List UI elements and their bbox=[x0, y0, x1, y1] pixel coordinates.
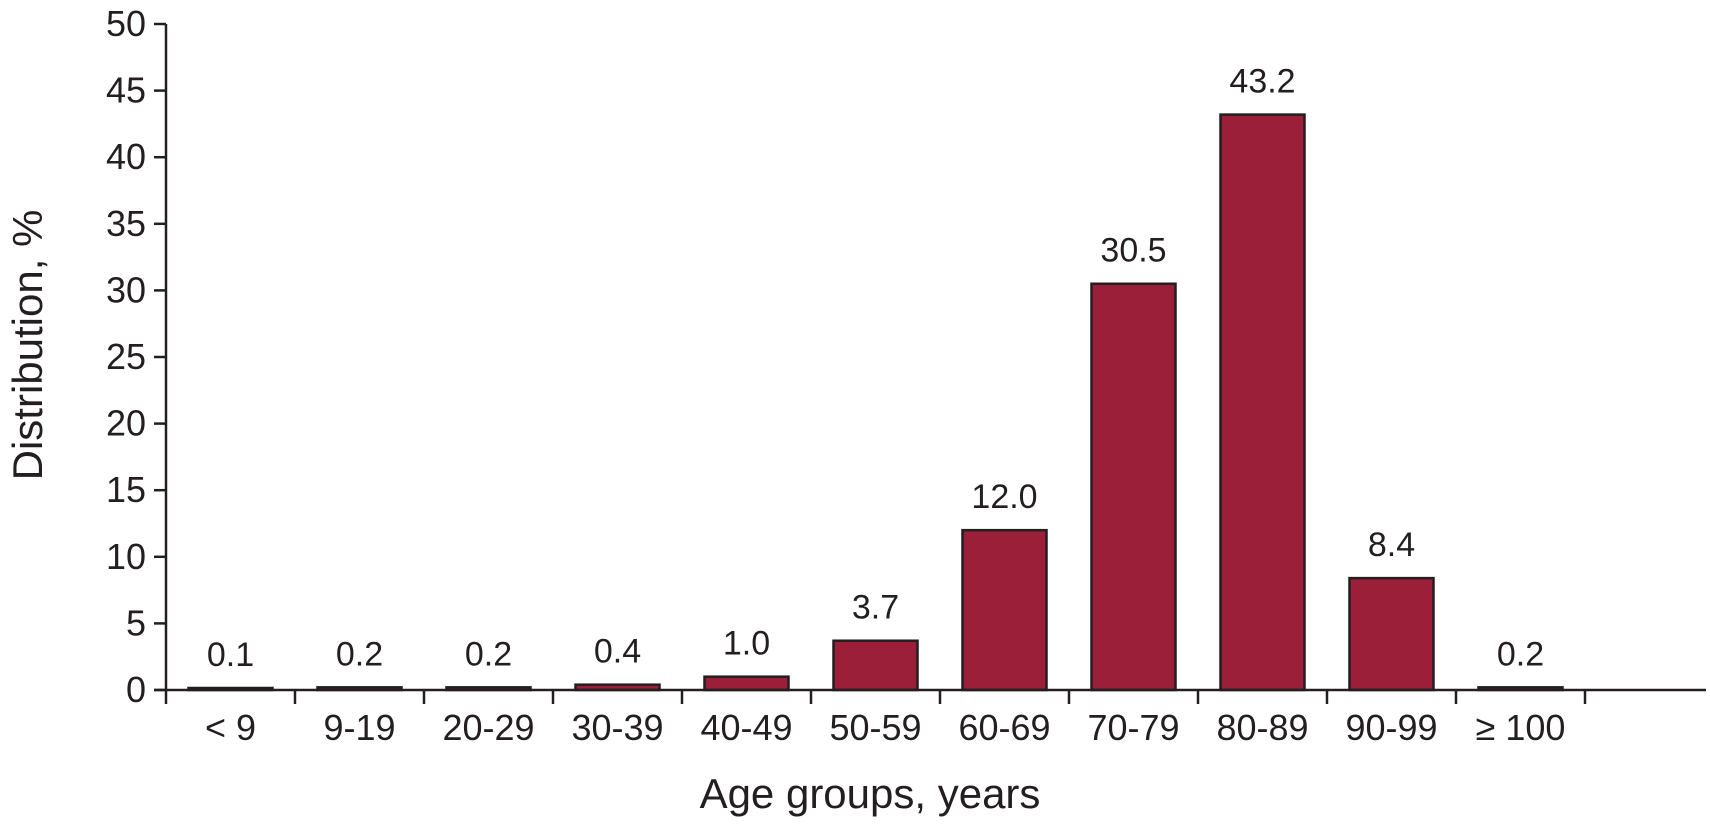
x-tick-label: 50-59 bbox=[829, 707, 921, 748]
y-tick-label: 30 bbox=[106, 269, 146, 310]
y-axis-ticks: 0 5 10 15 20 25 30 35 40 45 50 bbox=[106, 3, 166, 710]
bar-10 bbox=[1348, 576, 1435, 692]
y-axis-title: Distribution, % bbox=[4, 210, 51, 481]
data-label: 12.0 bbox=[971, 478, 1037, 516]
data-label: 0.4 bbox=[594, 633, 641, 671]
x-tick-label: 30-39 bbox=[571, 707, 663, 748]
bar-8 bbox=[1090, 282, 1177, 692]
data-label: 3.7 bbox=[852, 589, 899, 627]
bars-group bbox=[187, 113, 1564, 692]
data-label: 0.2 bbox=[1497, 635, 1544, 673]
x-tick-label: 20-29 bbox=[442, 707, 534, 748]
x-tick-label: 40-49 bbox=[700, 707, 792, 748]
bar-9 bbox=[1219, 113, 1306, 692]
data-label: 1.0 bbox=[723, 625, 770, 663]
y-tick-label: 50 bbox=[106, 3, 146, 44]
data-label: 0.2 bbox=[336, 635, 383, 673]
bar-5 bbox=[703, 675, 790, 692]
bar-6 bbox=[832, 639, 919, 692]
x-tick-label: 60-69 bbox=[958, 707, 1050, 748]
data-label: 8.4 bbox=[1368, 526, 1415, 564]
x-tick-label: 70-79 bbox=[1087, 707, 1179, 748]
y-tick-label: 10 bbox=[106, 536, 146, 577]
y-tick-label: 0 bbox=[126, 669, 146, 710]
x-tick-label: 80-89 bbox=[1216, 707, 1308, 748]
x-axis-title: Age groups, years bbox=[700, 770, 1041, 817]
data-labels-group: 0.1 0.2 0.2 0.4 1.0 3.7 12.0 30.5 43.2 8.4 0.2 bbox=[207, 63, 1544, 674]
data-label: 0.2 bbox=[465, 635, 512, 673]
axes-group bbox=[154, 24, 1706, 692]
y-tick-label: 40 bbox=[106, 136, 146, 177]
x-tick-label: < 9 bbox=[205, 707, 256, 748]
data-label: 30.5 bbox=[1100, 232, 1166, 270]
y-tick-label: 45 bbox=[106, 70, 146, 111]
x-tick-label: 90-99 bbox=[1345, 707, 1437, 748]
x-tick-label: ≥ 100 bbox=[1476, 707, 1566, 748]
y-tick-label: 15 bbox=[106, 469, 146, 510]
y-tick-label: 5 bbox=[126, 602, 146, 643]
y-tick-label: 20 bbox=[106, 403, 146, 444]
data-label: 0.1 bbox=[207, 636, 254, 674]
x-axis-ticks: < 9 9-19 20-29 30-39 40-49 50-59 60-69 70-79 80-… bbox=[164, 690, 1587, 748]
y-tick-label: 25 bbox=[106, 336, 146, 377]
x-tick-label: 9-19 bbox=[323, 707, 395, 748]
data-label: 43.2 bbox=[1229, 63, 1295, 101]
bar-7 bbox=[961, 528, 1048, 692]
y-tick-label: 35 bbox=[106, 203, 146, 244]
